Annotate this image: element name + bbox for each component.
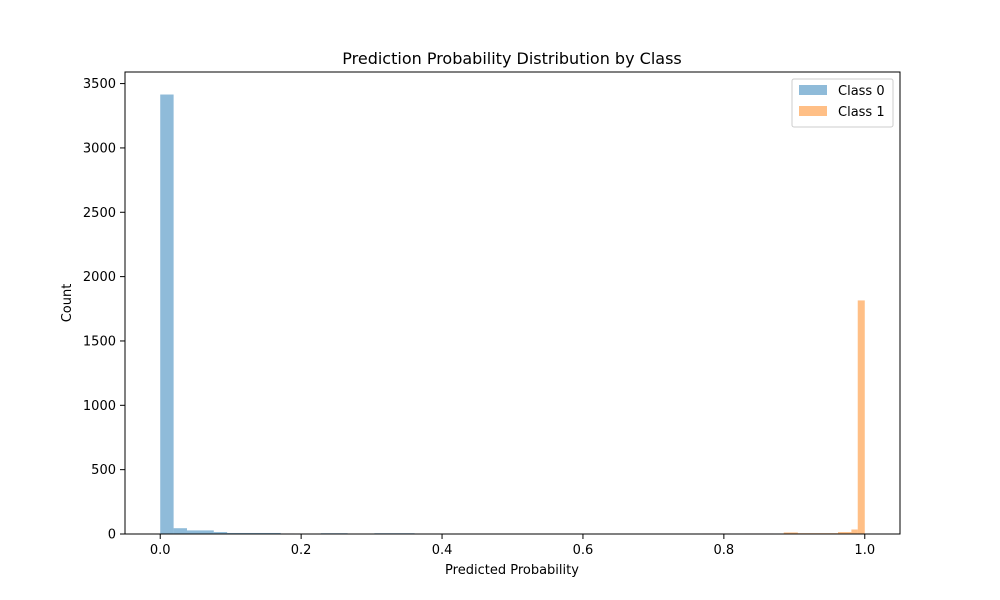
x-tick-label: 0.6	[573, 543, 594, 558]
y-tick-label: 3500	[83, 77, 116, 92]
bar-class-0-bin-2	[187, 530, 214, 534]
x-tick-label: 0.2	[291, 543, 312, 558]
bar-class-0-bin-1	[173, 528, 187, 534]
y-tick-label: 0	[108, 528, 116, 543]
bars-layer	[160, 94, 865, 535]
plot-frame	[124, 71, 901, 535]
y-tick-label: 3000	[83, 141, 116, 156]
bar-class-1-bin-6	[851, 529, 858, 534]
legend-swatch-class-1	[799, 106, 827, 116]
y-tick-label: 2500	[83, 206, 116, 221]
y-tick-label: 500	[91, 463, 116, 478]
bar-class-0-bin-0	[160, 94, 174, 535]
y-tick-label: 1000	[83, 399, 116, 414]
bar-class-0-bin-4	[227, 532, 281, 534]
x-axis-label: Predicted Probability	[445, 563, 579, 578]
x-tick-label: 0.4	[432, 543, 453, 558]
y-ticks: 0 500 1000 1500 2000 2500 3000 3500	[83, 77, 125, 543]
y-axis-label: Count	[60, 284, 75, 323]
legend: Class 0 Class 1	[791, 78, 894, 128]
bar-class-1-bin-7	[857, 300, 865, 534]
x-tick-label: 0.8	[714, 543, 735, 558]
legend-label-class-1: Class 1	[838, 105, 885, 120]
x-tick-label: 0.0	[150, 543, 171, 558]
bar-class-1-bin-3	[783, 532, 798, 534]
bar-class-0-bin-3	[213, 532, 228, 534]
legend-label-class-0: Class 0	[838, 84, 885, 99]
chart-title: Prediction Probability Distribution by C…	[342, 49, 681, 68]
y-tick-label: 1500	[83, 334, 116, 349]
y-tick-label: 2000	[83, 270, 116, 285]
x-tick-label: 1.0	[854, 543, 875, 558]
x-ticks: 0.0 0.2 0.4 0.6 0.8 1.0	[150, 534, 875, 558]
bar-class-1-bin-5	[838, 532, 852, 534]
legend-swatch-class-0	[799, 85, 827, 95]
